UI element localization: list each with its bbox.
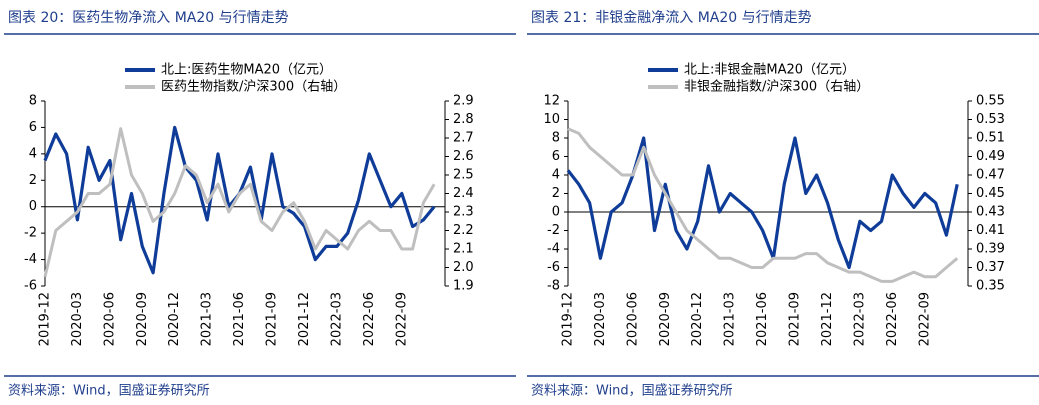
y2-tick-label: 1.9 [453, 279, 474, 294]
y2-tick-label: 0.53 [976, 112, 1005, 127]
x-tick-label: 2020-03 [70, 292, 85, 346]
y-tick-label: 6 [29, 120, 37, 135]
series-line [567, 127, 959, 283]
x-tick-label: 2022-03 [329, 292, 344, 346]
x-tick-label: 2021-06 [232, 292, 247, 346]
y-tick-label: -4 [24, 252, 37, 267]
y2-tick-label: 2.2 [453, 223, 474, 238]
y2-tick-label: 2.4 [453, 186, 474, 201]
y2-tick-label: 0.43 [976, 205, 1005, 220]
x-tick-label: 2020-09 [135, 292, 150, 346]
source: 资料来源：Wind，国盛证券研究所 [531, 383, 733, 399]
x-tick-label: 2022-06 [362, 292, 377, 346]
series-line [43, 125, 436, 275]
y-tick-label: 4 [29, 146, 37, 161]
y2-tick-label: 2.6 [453, 149, 474, 164]
legend-label: 北上:非银金融MA20（亿元） [684, 62, 855, 78]
y-tick-label: -2 [547, 223, 560, 238]
series-line [43, 127, 436, 278]
y2-tick-label: 2.0 [453, 260, 474, 275]
y2-tick-label: 2.9 [453, 94, 474, 109]
y2-tick-label: 0.47 [976, 168, 1005, 183]
legend-label: 医药生物指数/沪深300（右轴） [161, 79, 346, 95]
series-line [566, 136, 959, 270]
y-tick-label: -4 [547, 242, 560, 257]
y-tick-label: 2 [29, 173, 37, 188]
y2-tick-label: 0.35 [976, 279, 1005, 294]
x-tick-label: 2022-09 [394, 292, 409, 346]
x-tick-label: 2021-03 [723, 292, 738, 346]
chart-title: 图表 21：非银金融净流入 MA20 与行情走势 [531, 10, 812, 26]
x-tick-label: 2020-09 [658, 292, 673, 346]
y2-tick-label: 0.37 [976, 260, 1005, 275]
y-tick-label: 0 [29, 199, 37, 214]
x-tick-label: 2020-06 [625, 292, 640, 346]
y-tick-label: 8 [29, 94, 37, 109]
source: 资料来源：Wind，国盛证券研究所 [8, 383, 210, 399]
y-tick-label: -8 [547, 279, 560, 294]
y2-tick-label: 2.1 [453, 242, 474, 257]
y-tick-label: 4 [552, 168, 560, 183]
y2-tick-label: 2.7 [453, 131, 474, 146]
y-tick-label: 0 [552, 205, 560, 220]
x-tick-label: 2022-03 [852, 292, 867, 346]
x-tick-label: 2022-06 [885, 292, 900, 346]
y-tick-label: -6 [547, 260, 560, 275]
y-tick-label: -6 [24, 279, 37, 294]
y-tick-label: 12 [543, 94, 560, 109]
y-tick-label: 2 [552, 186, 560, 201]
y2-tick-label: 2.5 [453, 168, 474, 183]
x-tick-label: 2021-12 [820, 292, 835, 346]
y-tick-label: 6 [552, 149, 560, 164]
x-tick-label: 2020-06 [102, 292, 117, 346]
chart-title: 图表 20：医药生物净流入 MA20 与行情走势 [8, 10, 289, 26]
x-tick-label: 2019-12 [561, 292, 576, 346]
x-tick-label: 2021-09 [788, 292, 803, 346]
y-tick-label: 8 [552, 131, 560, 146]
y2-tick-label: 0.41 [976, 223, 1005, 238]
x-tick-label: 2022-09 [917, 292, 932, 346]
x-tick-label: 2020-12 [167, 292, 182, 346]
y-tick-label: 10 [543, 112, 560, 127]
y2-tick-label: 0.49 [976, 149, 1005, 164]
x-tick-label: 2021-03 [200, 292, 215, 346]
x-tick-label: 2021-09 [265, 292, 280, 346]
y2-tick-label: 0.45 [976, 186, 1005, 201]
x-tick-label: 2020-03 [593, 292, 608, 346]
x-tick-label: 2021-06 [755, 292, 770, 346]
x-tick-label: 2020-12 [690, 292, 705, 346]
y2-tick-label: 2.8 [453, 112, 474, 127]
legend-label: 北上:医药生物MA20（亿元） [161, 63, 332, 78]
y2-tick-label: 2.3 [453, 205, 474, 220]
y2-tick-label: 0.39 [976, 242, 1005, 257]
legend-label: 非银金融指数/沪深300（右轴） [684, 79, 869, 95]
y-tick-label: -2 [24, 226, 37, 241]
x-tick-label: 2019-12 [38, 292, 53, 346]
x-tick-label: 2021-12 [297, 292, 312, 346]
y2-tick-label: 0.55 [976, 94, 1005, 109]
y2-tick-label: 0.51 [976, 131, 1005, 146]
